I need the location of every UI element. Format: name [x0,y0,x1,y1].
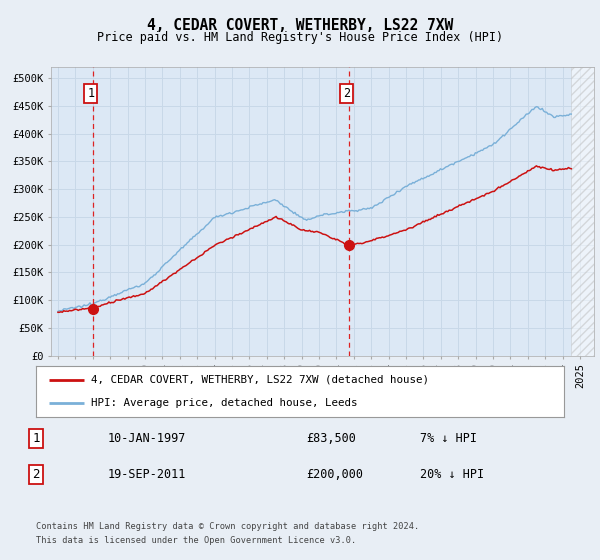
Text: 7% ↓ HPI: 7% ↓ HPI [420,432,477,445]
Text: 4, CEDAR COVERT, WETHERBY, LS22 7XW (detached house): 4, CEDAR COVERT, WETHERBY, LS22 7XW (det… [91,375,430,385]
Text: This data is licensed under the Open Government Licence v3.0.: This data is licensed under the Open Gov… [36,536,356,545]
Bar [571,67,594,356]
Text: 2: 2 [32,468,40,481]
Text: 19-SEP-2011: 19-SEP-2011 [108,468,187,481]
Text: 1: 1 [87,87,94,100]
Text: 20% ↓ HPI: 20% ↓ HPI [420,468,484,481]
Text: 4, CEDAR COVERT, WETHERBY, LS22 7XW: 4, CEDAR COVERT, WETHERBY, LS22 7XW [147,18,453,34]
Text: Contains HM Land Registry data © Crown copyright and database right 2024.: Contains HM Land Registry data © Crown c… [36,522,419,531]
Text: Price paid vs. HM Land Registry's House Price Index (HPI): Price paid vs. HM Land Registry's House … [97,31,503,44]
Text: 10-JAN-1997: 10-JAN-1997 [108,432,187,445]
Text: 2: 2 [343,87,350,100]
Text: £83,500: £83,500 [306,432,356,445]
Text: 1: 1 [32,432,40,445]
Text: HPI: Average price, detached house, Leeds: HPI: Average price, detached house, Leed… [91,398,358,408]
Text: £200,000: £200,000 [306,468,363,481]
